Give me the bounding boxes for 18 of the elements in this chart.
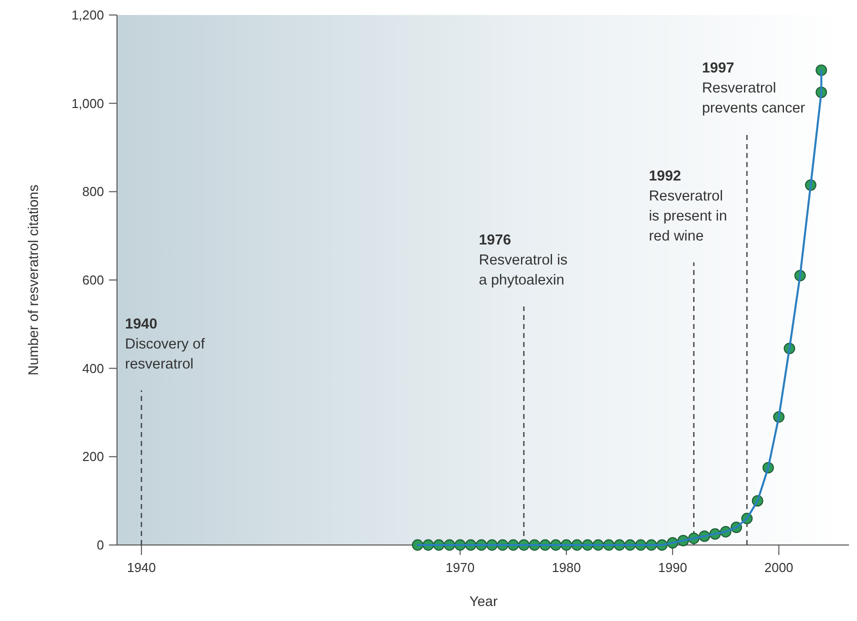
annotation: 1976 Resveratrol is a phytoalexin — [478, 232, 568, 288]
x-tick-label: 1970 — [446, 560, 475, 575]
y-tick-label: 1,000 — [71, 96, 104, 111]
y-tick-label: 800 — [82, 184, 104, 200]
annotation: 1940 Discovery of resveratrol — [125, 316, 206, 372]
x-tick-label: 1990 — [658, 560, 688, 575]
y-tick-label: 1,200 — [71, 8, 104, 23]
y-axis-title: Number of resveratrol citations — [25, 184, 41, 376]
y-tick-label: 200 — [82, 449, 104, 464]
x-tick-label: 1940 — [126, 560, 156, 575]
annotation: 1992 Resveratrol is present in red wine — [648, 168, 728, 244]
x-tick-label: 2000 — [764, 560, 794, 575]
x-tick-label: 1980 — [552, 560, 581, 575]
x-axis-title: Year — [469, 593, 498, 609]
y-tick-label: 400 — [82, 360, 104, 376]
annotation: 1997 Resveratrol prevents cancer — [702, 60, 806, 116]
y-tick-label: 0 — [96, 538, 104, 553]
y-tick-label: 600 — [82, 272, 104, 288]
